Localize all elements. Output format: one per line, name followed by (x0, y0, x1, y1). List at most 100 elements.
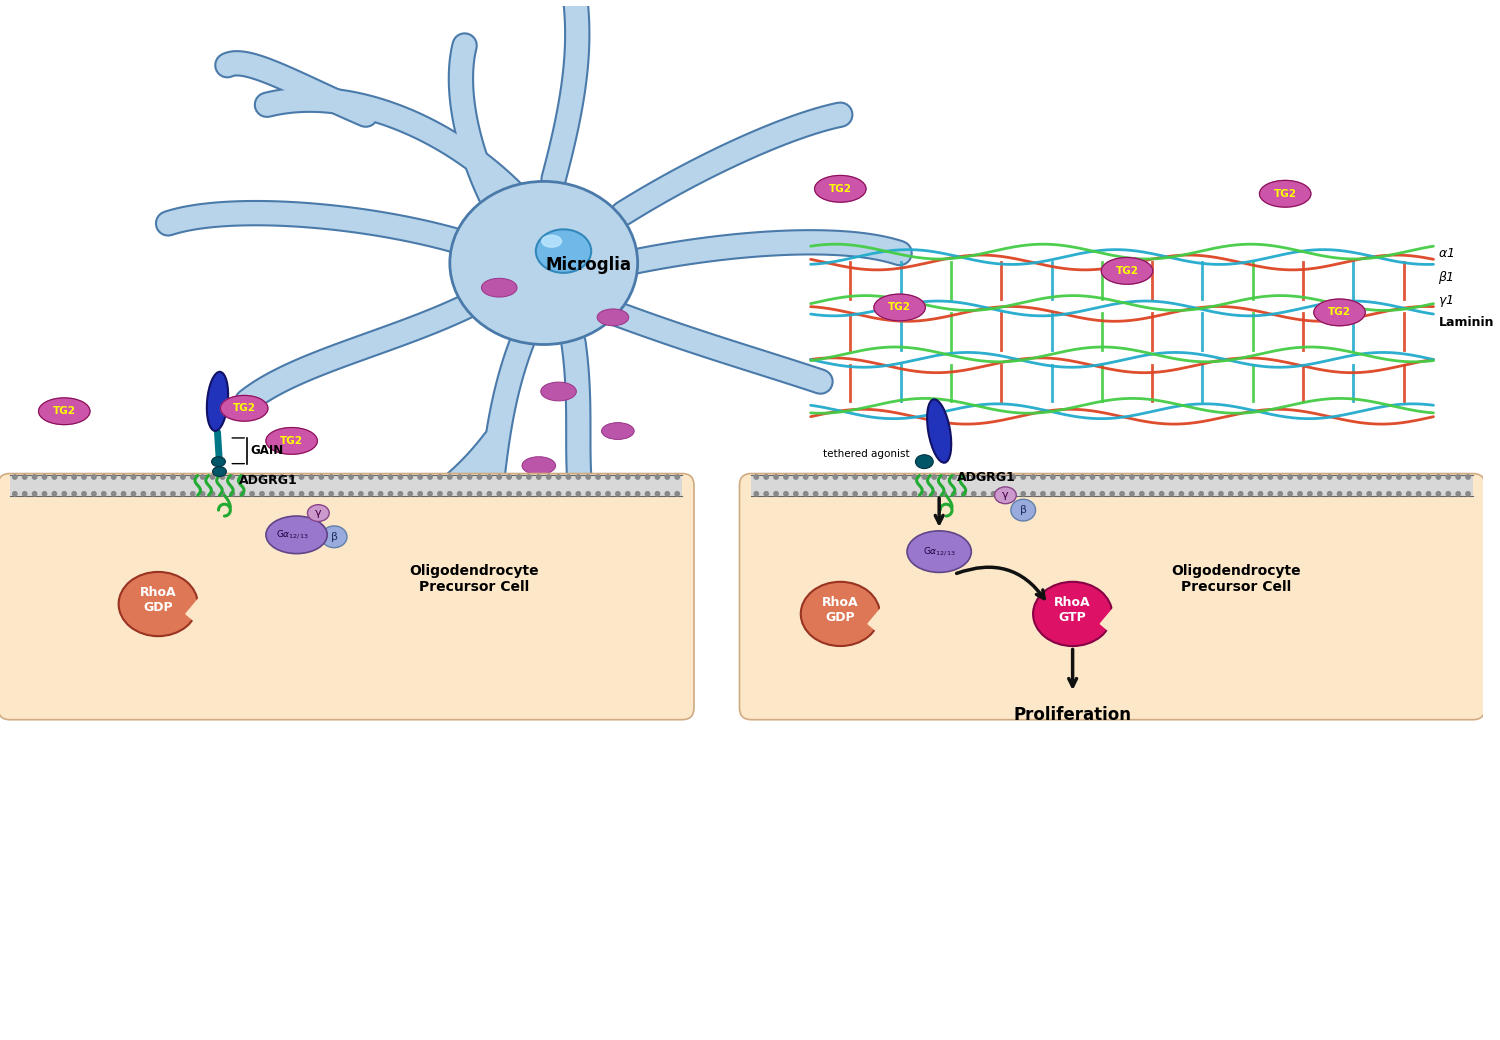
Circle shape (784, 475, 788, 479)
Circle shape (912, 492, 916, 496)
Circle shape (152, 475, 156, 479)
Circle shape (358, 475, 363, 479)
Circle shape (378, 492, 382, 496)
Circle shape (12, 475, 16, 479)
Circle shape (1396, 492, 1401, 496)
Circle shape (102, 475, 106, 479)
Circle shape (774, 475, 778, 479)
Circle shape (419, 492, 423, 496)
Circle shape (328, 475, 333, 479)
Circle shape (1258, 492, 1263, 496)
Circle shape (636, 475, 640, 479)
Circle shape (952, 475, 956, 479)
Circle shape (290, 475, 294, 479)
Ellipse shape (266, 427, 318, 454)
Circle shape (180, 492, 184, 496)
Circle shape (42, 492, 46, 496)
Circle shape (1426, 492, 1431, 496)
Circle shape (903, 475, 906, 479)
Circle shape (1366, 475, 1371, 479)
Circle shape (1160, 492, 1164, 496)
Circle shape (1308, 475, 1312, 479)
Circle shape (556, 475, 561, 479)
Circle shape (556, 492, 561, 496)
Circle shape (892, 475, 897, 479)
Circle shape (576, 492, 580, 496)
Circle shape (794, 492, 798, 496)
Ellipse shape (522, 457, 555, 474)
Circle shape (210, 492, 214, 496)
Circle shape (1041, 492, 1046, 496)
Circle shape (537, 475, 542, 479)
Circle shape (675, 492, 680, 496)
Circle shape (1358, 492, 1362, 496)
Circle shape (309, 492, 314, 496)
Circle shape (1396, 475, 1401, 479)
Circle shape (300, 475, 303, 479)
Ellipse shape (1034, 581, 1112, 646)
Circle shape (1071, 475, 1076, 479)
Circle shape (1190, 492, 1194, 496)
Circle shape (1002, 492, 1005, 496)
Circle shape (160, 492, 165, 496)
Circle shape (784, 492, 788, 496)
Circle shape (152, 492, 156, 496)
Ellipse shape (308, 504, 328, 521)
Ellipse shape (915, 454, 933, 469)
Circle shape (270, 475, 274, 479)
Circle shape (1090, 492, 1095, 496)
Circle shape (1358, 475, 1362, 479)
Circle shape (279, 492, 284, 496)
Circle shape (1050, 492, 1054, 496)
Circle shape (230, 475, 234, 479)
Circle shape (350, 492, 352, 496)
Circle shape (350, 475, 352, 479)
Circle shape (201, 492, 206, 496)
Circle shape (1110, 475, 1114, 479)
Circle shape (567, 475, 570, 479)
Circle shape (596, 492, 600, 496)
Circle shape (42, 475, 46, 479)
Circle shape (369, 492, 374, 496)
Circle shape (754, 492, 759, 496)
Circle shape (518, 492, 520, 496)
Circle shape (606, 492, 610, 496)
Circle shape (171, 475, 176, 479)
Circle shape (92, 475, 96, 479)
Circle shape (922, 492, 927, 496)
Circle shape (1426, 475, 1431, 479)
Text: TG2: TG2 (53, 407, 76, 416)
Circle shape (1278, 475, 1282, 479)
Circle shape (1030, 492, 1035, 496)
Ellipse shape (536, 230, 591, 272)
Text: RhoA
GDP: RhoA GDP (140, 587, 177, 614)
Circle shape (468, 475, 472, 479)
Text: tethered agonist: tethered agonist (824, 449, 909, 459)
Circle shape (882, 475, 886, 479)
Ellipse shape (927, 399, 951, 463)
Circle shape (526, 492, 531, 496)
Text: TG2: TG2 (830, 184, 852, 193)
Text: γ: γ (1002, 490, 1008, 500)
Circle shape (1080, 475, 1084, 479)
Ellipse shape (1260, 180, 1311, 207)
Circle shape (1140, 492, 1144, 496)
Circle shape (358, 492, 363, 496)
Circle shape (240, 475, 244, 479)
Circle shape (378, 475, 382, 479)
Ellipse shape (874, 294, 926, 320)
Circle shape (774, 492, 778, 496)
Circle shape (903, 492, 906, 496)
Circle shape (488, 492, 492, 496)
Circle shape (1002, 475, 1005, 479)
Ellipse shape (602, 422, 634, 440)
Text: Oligodendrocyte
Precursor Cell: Oligodendrocyte Precursor Cell (410, 565, 540, 595)
Ellipse shape (597, 309, 628, 326)
Circle shape (369, 475, 374, 479)
Circle shape (260, 475, 264, 479)
Circle shape (664, 492, 669, 496)
Circle shape (1288, 492, 1293, 496)
Circle shape (320, 492, 324, 496)
Circle shape (912, 475, 916, 479)
Circle shape (754, 475, 759, 479)
